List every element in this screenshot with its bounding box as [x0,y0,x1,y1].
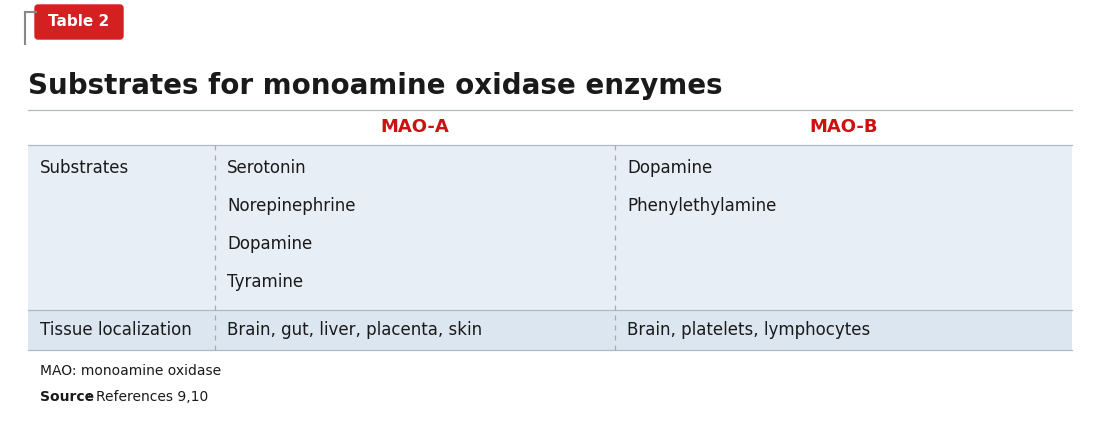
Text: : References 9,10: : References 9,10 [87,390,208,404]
Text: Table 2: Table 2 [48,14,110,30]
Text: Brain, platelets, lymphocytes: Brain, platelets, lymphocytes [627,321,870,339]
Text: Tissue localization: Tissue localization [40,321,191,339]
Bar [28,310,1072,350]
Text: Dopamine: Dopamine [627,159,713,177]
Text: Substrates: Substrates [40,159,130,177]
Text: MAO: monoamine oxidase: MAO: monoamine oxidase [40,364,221,378]
Text: MAO-B: MAO-B [810,119,878,136]
Text: Source: Source [40,390,95,404]
Text: Dopamine: Dopamine [227,235,312,253]
Text: Substrates for monoamine oxidase enzymes: Substrates for monoamine oxidase enzymes [28,72,723,100]
Text: Serotonin: Serotonin [227,159,307,177]
Bar [28,145,1072,310]
Text: MAO-A: MAO-A [381,119,450,136]
Text: Norepinephrine: Norepinephrine [227,197,355,215]
Bar [28,110,1072,145]
FancyBboxPatch shape [35,5,123,39]
Text: Brain, gut, liver, placenta, skin: Brain, gut, liver, placenta, skin [227,321,482,339]
Text: Tyramine: Tyramine [227,273,304,291]
Text: Phenylethylamine: Phenylethylamine [627,197,777,215]
